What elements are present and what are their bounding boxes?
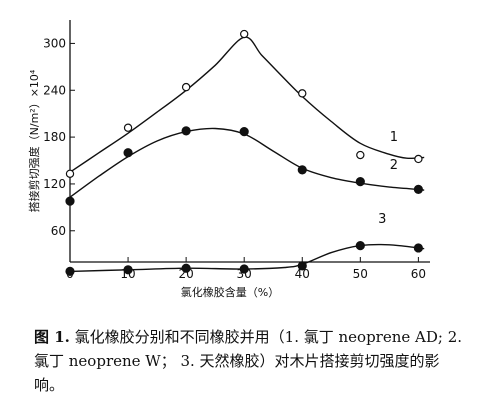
x-axis-title: 氯化橡胶含量（%） <box>181 285 279 299</box>
y-tick-label: 300 <box>43 36 66 50</box>
series-2-point <box>297 165 307 175</box>
y-axis-title: 搭接剪切强度（N/m²）×10⁴ <box>27 69 41 212</box>
series-3-point <box>239 264 249 274</box>
series-2-point <box>413 184 423 194</box>
series-2-label: 2 <box>390 158 398 173</box>
series-3-point <box>65 266 75 276</box>
x-tick-label: 60 <box>411 267 426 281</box>
y-tick-label: 240 <box>43 83 66 97</box>
series-1-point <box>414 154 423 164</box>
series-1-curve <box>69 36 425 173</box>
series-2-point <box>181 126 191 136</box>
series-1-point <box>181 82 191 92</box>
series-1-point <box>239 29 249 39</box>
series-1-point <box>356 150 365 160</box>
y-tick-label: 120 <box>43 177 66 191</box>
figure-caption: 图 1. 氯化橡胶分别和不同橡胶并用（1. 氯丁 neoprene AD; 2.… <box>34 325 464 397</box>
series-1-point <box>298 89 307 98</box>
x-tick-label: 50 <box>353 267 368 281</box>
series-1-point <box>123 123 133 132</box>
series-1-label: 1 <box>390 130 398 145</box>
chart-container: 010203040506060120180240300氯化橡胶含量（%）搭接剪切… <box>27 20 430 299</box>
series-3-point <box>297 261 307 271</box>
shear-strength-chart: 010203040506060120180240300氯化橡胶含量（%）搭接剪切… <box>27 20 430 299</box>
series-1-point <box>65 169 75 178</box>
series-3-point <box>413 243 423 253</box>
figure-label: 图 1. <box>34 328 70 346</box>
series-3-point <box>355 241 365 251</box>
series-3-point <box>123 265 133 275</box>
y-tick-label: 60 <box>51 224 66 238</box>
series-3-point <box>181 263 191 273</box>
series-2-point <box>65 196 75 206</box>
series-2-curve <box>69 127 425 198</box>
series-2-point <box>123 148 133 158</box>
x-tick-label: 40 <box>295 267 310 281</box>
caption-text: 氯化橡胶分别和不同橡胶并用（1. 氯丁 neoprene AD; 2. 氯丁 n… <box>34 328 463 394</box>
y-tick-label: 180 <box>43 130 66 144</box>
series-3-label: 3 <box>378 212 386 227</box>
series-2-point <box>239 127 249 137</box>
series-2-point <box>355 176 365 187</box>
